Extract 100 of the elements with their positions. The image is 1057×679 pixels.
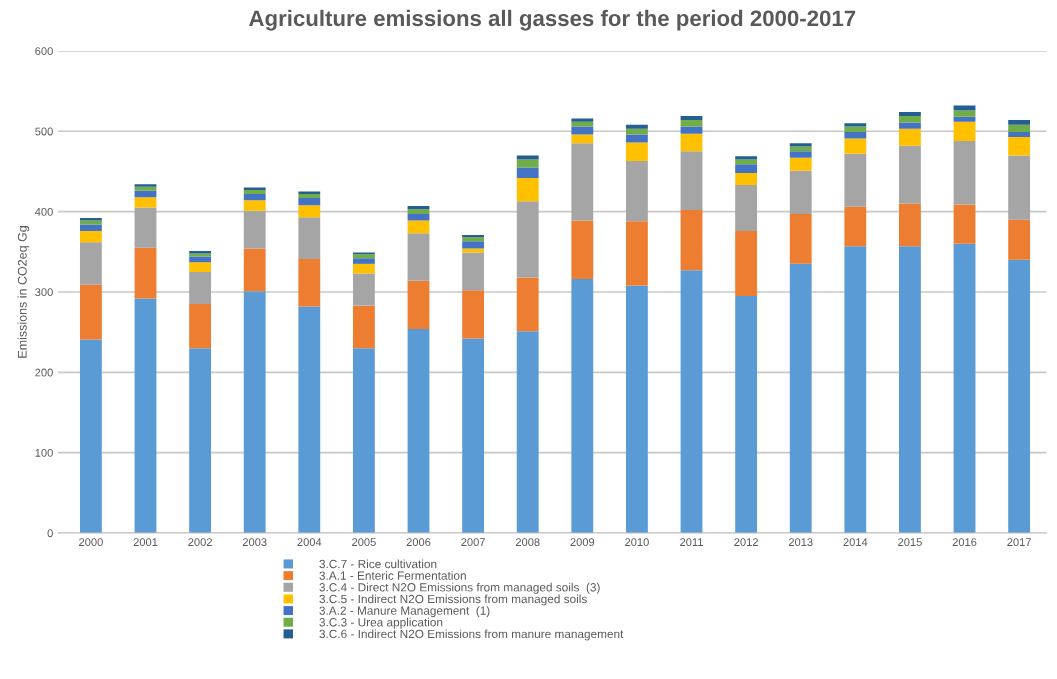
bar bbox=[516, 159, 539, 168]
bar bbox=[789, 263, 812, 534]
x-tick-label: 2017 bbox=[1007, 538, 1031, 547]
x-tick-label: 2011 bbox=[680, 538, 703, 547]
bar bbox=[1008, 219, 1031, 260]
legend-label: 3.A.2 - Manure Management (1) bbox=[319, 606, 490, 618]
bar bbox=[1008, 124, 1031, 133]
bar bbox=[243, 200, 266, 211]
bar bbox=[516, 177, 539, 202]
bar bbox=[953, 110, 976, 117]
bar bbox=[407, 206, 430, 210]
bar bbox=[298, 306, 321, 534]
bar bbox=[1008, 132, 1031, 137]
legend-label: 3.A.1 - Enteric Fermentation bbox=[319, 571, 466, 580]
x-tick-label: 2010 bbox=[625, 538, 649, 547]
bar bbox=[844, 126, 867, 133]
bar bbox=[899, 128, 921, 146]
bar bbox=[626, 221, 648, 286]
bar bbox=[789, 151, 812, 158]
bar bbox=[735, 185, 758, 231]
bar bbox=[243, 193, 266, 201]
y-tick-label: 600 bbox=[35, 47, 53, 56]
bar bbox=[953, 243, 976, 534]
bar bbox=[571, 143, 594, 221]
bar bbox=[735, 230, 758, 296]
bar bbox=[79, 284, 102, 340]
bar bbox=[1008, 155, 1031, 220]
bar bbox=[189, 304, 212, 349]
bar bbox=[134, 184, 157, 187]
bar bbox=[134, 247, 157, 299]
bar bbox=[134, 190, 157, 198]
bar bbox=[899, 203, 921, 247]
y-tick-label: 300 bbox=[35, 288, 53, 297]
bar bbox=[462, 338, 485, 534]
bar bbox=[516, 155, 539, 160]
bar bbox=[953, 140, 976, 205]
bar bbox=[626, 124, 648, 129]
legend-label: 3.C.3 - Urea application bbox=[319, 617, 443, 629]
bar bbox=[1008, 136, 1031, 156]
bar bbox=[407, 209, 430, 215]
x-tick-label: 2009 bbox=[570, 538, 595, 547]
bar bbox=[516, 201, 539, 278]
bar bbox=[243, 210, 266, 249]
x-tick-label: 2000 bbox=[79, 538, 103, 547]
bar bbox=[844, 246, 867, 534]
bar bbox=[352, 254, 375, 259]
bar bbox=[626, 285, 648, 534]
bar bbox=[352, 263, 375, 274]
bar bbox=[298, 259, 321, 307]
bar bbox=[134, 186, 157, 191]
chart-title: Agriculture emissions all gasses for the period 2000-2017 bbox=[249, 9, 856, 31]
bar bbox=[352, 305, 375, 349]
bar bbox=[789, 143, 812, 147]
bar bbox=[462, 237, 485, 242]
y-tick-label: 400 bbox=[34, 207, 53, 216]
bar bbox=[189, 262, 212, 272]
bar bbox=[735, 156, 758, 160]
bar bbox=[407, 328, 430, 534]
bar bbox=[626, 161, 648, 222]
bar bbox=[516, 277, 539, 332]
bar bbox=[571, 126, 594, 135]
bar bbox=[352, 258, 375, 264]
bar bbox=[516, 331, 539, 534]
x-tick-label: 2016 bbox=[952, 538, 977, 547]
bar bbox=[789, 170, 812, 215]
bar bbox=[134, 197, 157, 208]
bar bbox=[407, 233, 430, 281]
bar bbox=[680, 151, 703, 211]
bar bbox=[243, 189, 266, 194]
bar bbox=[789, 214, 812, 264]
bar bbox=[189, 271, 212, 305]
bar bbox=[243, 248, 266, 292]
y-tick-label: 0 bbox=[47, 529, 53, 538]
bar bbox=[680, 270, 703, 534]
bar bbox=[79, 230, 102, 243]
bar bbox=[680, 133, 703, 152]
bar bbox=[298, 197, 321, 206]
bar bbox=[953, 121, 976, 141]
bar bbox=[899, 145, 921, 204]
bar bbox=[571, 220, 594, 280]
x-tick-label: 2002 bbox=[188, 538, 212, 547]
x-tick-label: 2012 bbox=[734, 538, 758, 547]
bar bbox=[626, 142, 648, 161]
x-tick-label: 2004 bbox=[297, 538, 322, 547]
x-tick-label: 2005 bbox=[352, 538, 376, 547]
x-tick-label: 2013 bbox=[788, 538, 813, 547]
bar bbox=[899, 122, 921, 129]
bar bbox=[844, 123, 867, 127]
legend-label: 3.C.7 - Rice cultivation bbox=[319, 559, 437, 569]
y-tick-label: 100 bbox=[35, 448, 53, 457]
bar bbox=[407, 220, 430, 234]
bar bbox=[79, 220, 102, 225]
bar bbox=[79, 224, 102, 231]
bar bbox=[680, 120, 703, 127]
bar bbox=[735, 164, 758, 174]
bar bbox=[899, 246, 921, 534]
x-tick-label: 2008 bbox=[515, 538, 540, 547]
bar bbox=[1008, 120, 1031, 125]
x-tick-label: 2015 bbox=[898, 538, 922, 547]
legend-label: 3.C.4 - Direct N2O Emissions from managed soils (3) bbox=[319, 582, 600, 594]
